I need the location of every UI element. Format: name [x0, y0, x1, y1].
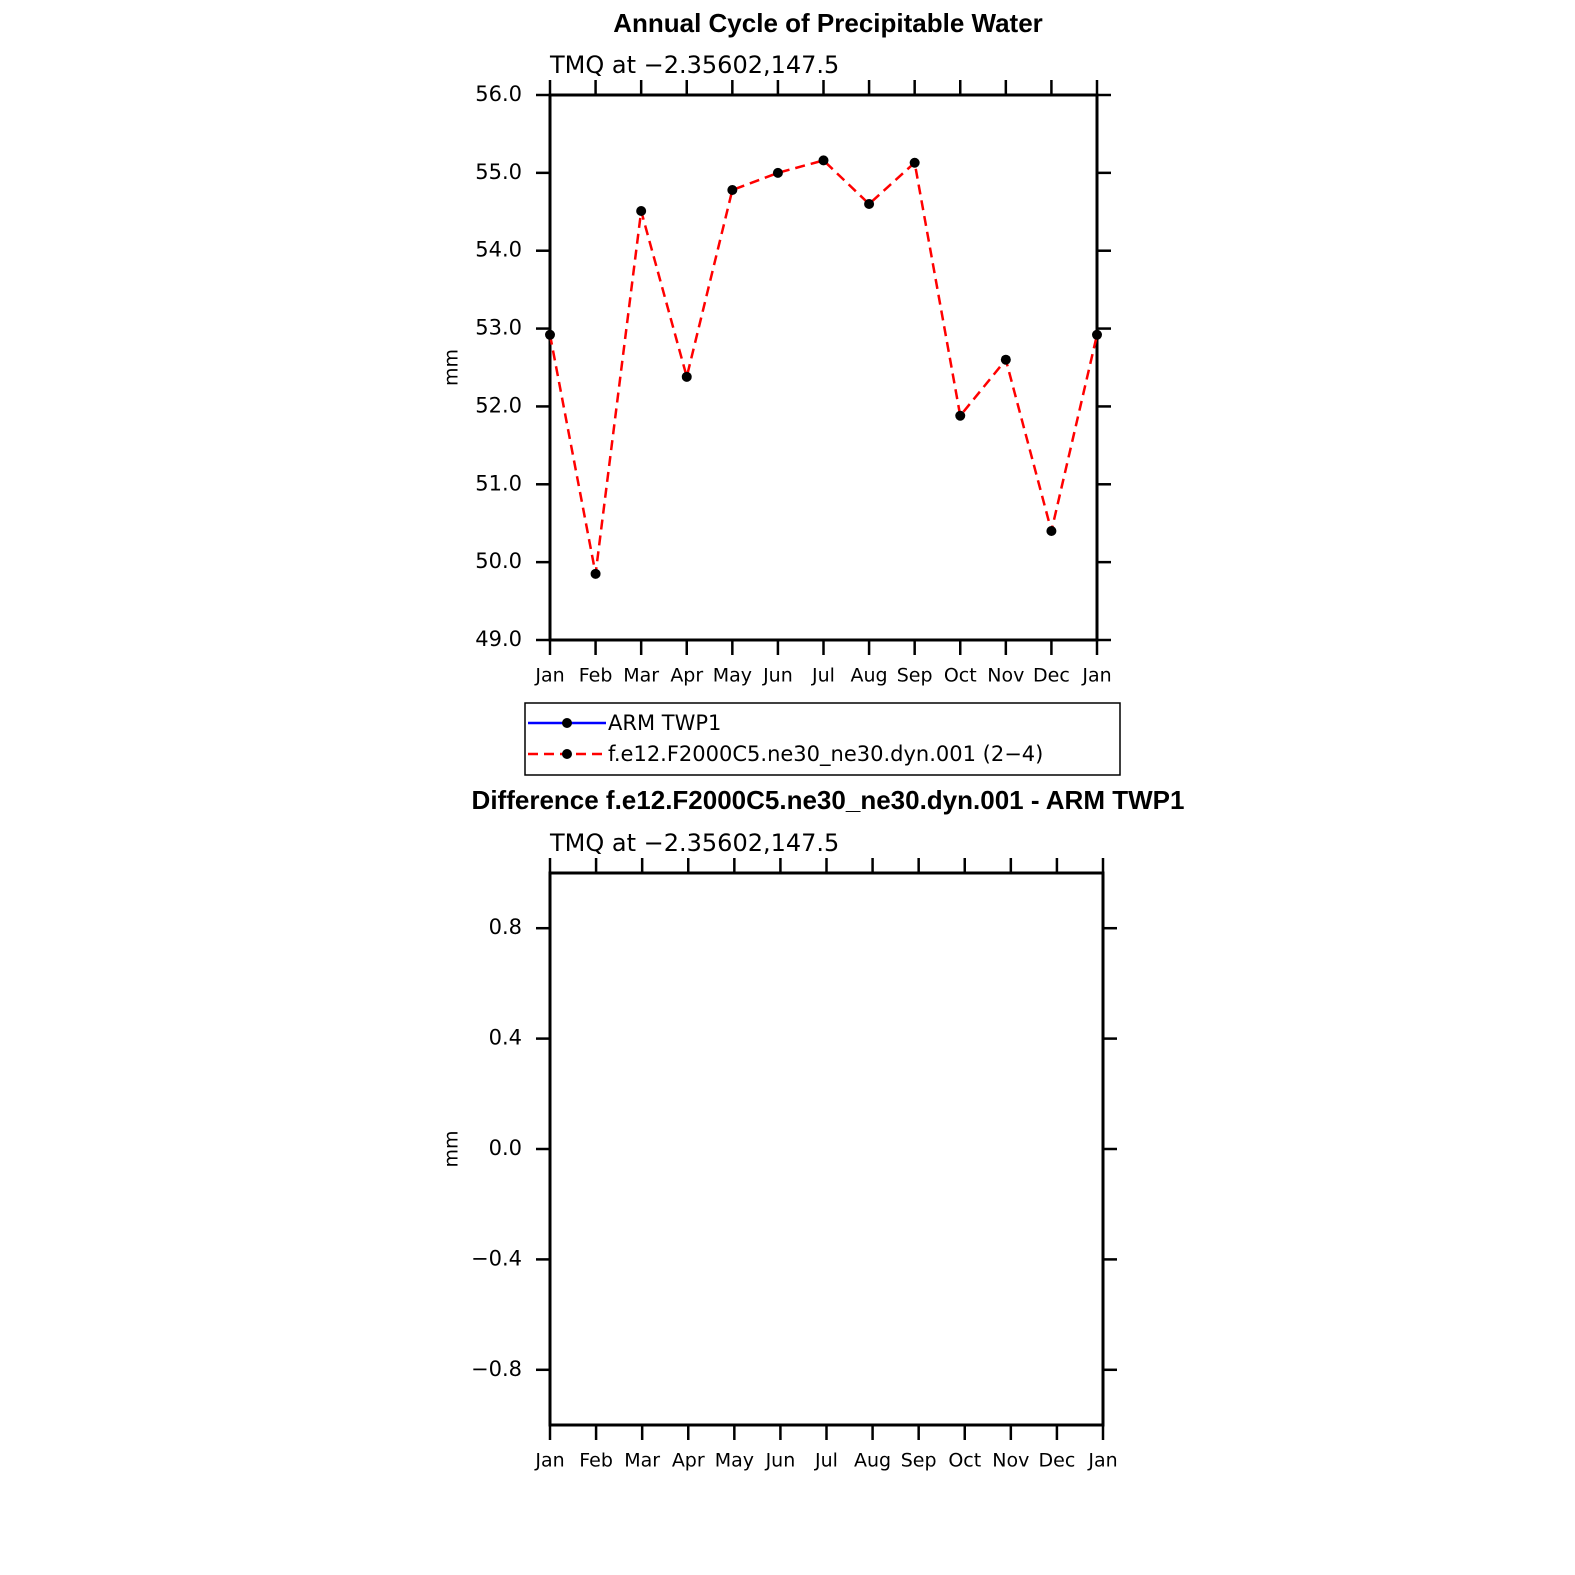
- x-tick-label: Jan: [534, 1450, 564, 1472]
- y-tick-label: 51.0: [475, 471, 522, 495]
- series-marker: [772, 167, 783, 178]
- series-marker: [955, 410, 966, 421]
- series-marker: [1046, 526, 1057, 536]
- x-tick-label: May: [713, 665, 752, 687]
- x-tick-label: Sep: [901, 1450, 937, 1472]
- y-tick-label: 0.0: [489, 1136, 522, 1160]
- chart-subtitle: TMQ at −2.35602,147.5: [549, 51, 839, 79]
- y-tick-label: 55.0: [475, 160, 522, 184]
- series-marker: [864, 199, 875, 209]
- x-tick-label: Dec: [1039, 1450, 1076, 1472]
- x-tick-label: Dec: [1033, 665, 1070, 687]
- plot-frame: [548, 93, 1099, 642]
- y-tick-label: −0.4: [471, 1246, 522, 1270]
- x-tick-label: Nov: [987, 665, 1024, 687]
- y-tick-label: 56.0: [475, 82, 522, 106]
- x-tick-label: Jun: [765, 1450, 796, 1472]
- chart-title: Difference f.e12.F2000C5.ne30_ne30.dyn.0…: [472, 785, 1185, 815]
- x-tick-label: Jan: [1087, 1450, 1117, 1472]
- y-tick-label: −0.8: [471, 1357, 522, 1381]
- y-tick-label: 52.0: [475, 393, 522, 417]
- plot-frame: [548, 871, 1105, 1427]
- series-marker: [727, 184, 738, 195]
- series-marker: [909, 157, 920, 168]
- chart-title: Annual Cycle of Precipitable Water: [613, 8, 1043, 38]
- y-axis-label: mm: [441, 1130, 463, 1167]
- series-marker: [1092, 329, 1102, 340]
- x-tick-label: Oct: [944, 665, 977, 687]
- chart-subtitle: TMQ at −2.35602,147.5: [549, 829, 839, 857]
- y-tick-label: 49.0: [475, 627, 522, 651]
- x-tick-label: Jan: [534, 665, 564, 687]
- x-tick-label: Nov: [992, 1450, 1029, 1472]
- legend-label: ARM TWP1: [608, 711, 721, 735]
- x-tick-label: Jan: [1081, 665, 1111, 687]
- x-tick-label: Feb: [579, 1450, 613, 1472]
- series-marker: [545, 329, 555, 340]
- y-tick-label: 53.0: [475, 316, 522, 340]
- legend-box: [524, 702, 1121, 776]
- x-tick-label: Jul: [814, 1450, 838, 1472]
- x-tick-label: Aug: [851, 665, 888, 687]
- y-tick-label: 0.4: [489, 1026, 522, 1050]
- legend-marker: [562, 718, 572, 728]
- legend-label: f.e12.F2000C5.ne30_ne30.dyn.001 (2−4): [608, 742, 1043, 767]
- series-marker: [636, 206, 647, 217]
- x-tick-label: Sep: [897, 665, 933, 687]
- x-tick-label: Oct: [948, 1450, 981, 1472]
- x-tick-label: Jul: [811, 665, 835, 687]
- series-marker: [818, 155, 829, 166]
- series-marker: [681, 371, 692, 382]
- x-tick-label: Apr: [672, 1450, 705, 1472]
- legend-marker: [562, 749, 572, 759]
- y-axis-label: mm: [441, 349, 463, 386]
- series-marker: [1000, 354, 1011, 365]
- series-marker: [590, 568, 601, 579]
- x-tick-label: Apr: [670, 665, 703, 687]
- x-tick-label: Mar: [624, 1450, 660, 1472]
- x-tick-label: Aug: [854, 1450, 891, 1472]
- x-tick-label: Feb: [579, 665, 613, 687]
- y-tick-label: 50.0: [475, 549, 522, 573]
- x-tick-label: May: [715, 1450, 754, 1472]
- y-tick-label: 0.8: [489, 915, 522, 939]
- y-tick-label: 54.0: [475, 238, 522, 262]
- x-tick-label: Mar: [623, 665, 659, 687]
- series-line: [548, 159, 1099, 575]
- x-tick-label: Jun: [762, 665, 793, 687]
